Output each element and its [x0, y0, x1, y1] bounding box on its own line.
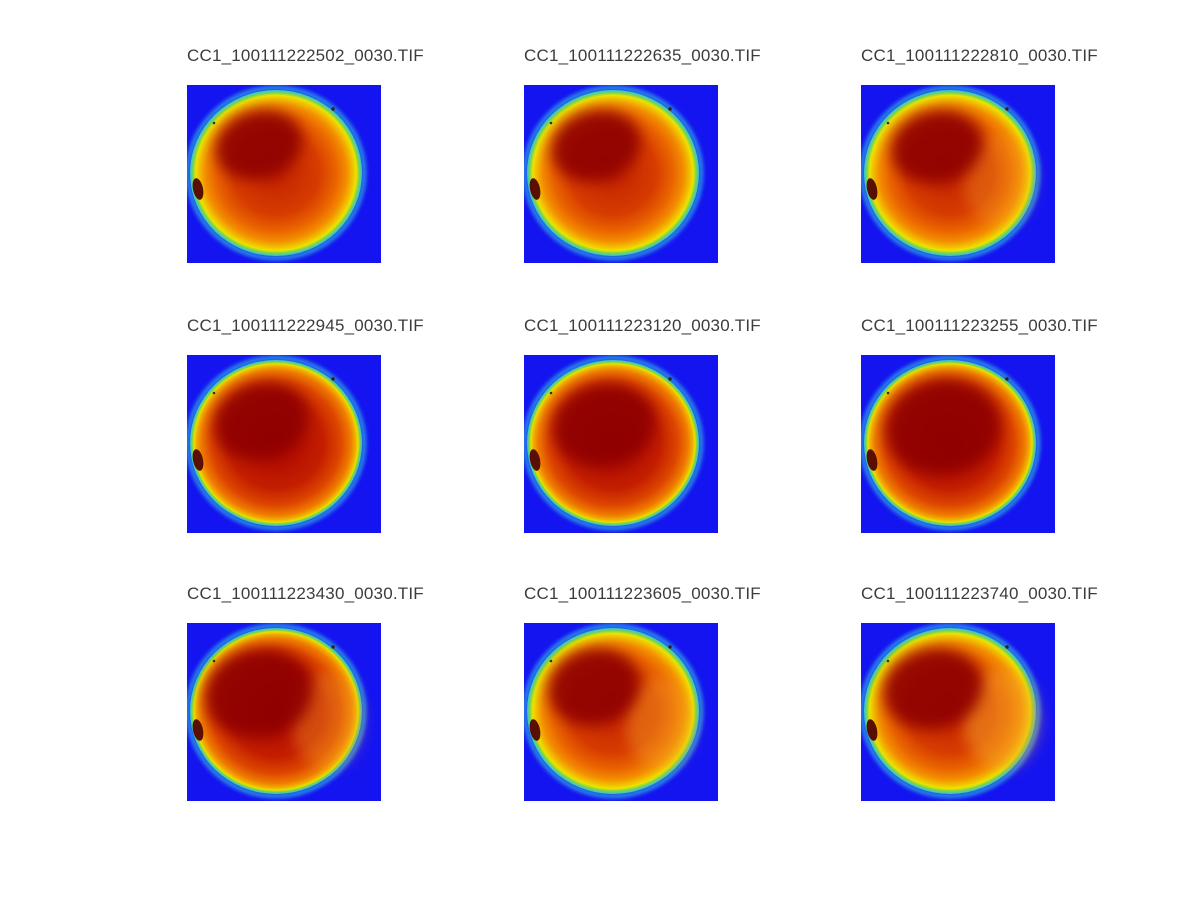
panel-9-title: CC1_100111223740_0030.TIF	[861, 584, 1098, 603]
panel-5: CC1_100111223120_0030.TIF	[523, 316, 761, 533]
panel-7-title: CC1_100111223430_0030.TIF	[187, 584, 424, 603]
panel-2: CC1_100111222635_0030.TIF	[523, 46, 761, 263]
panel-4-thermal-image	[186, 355, 381, 533]
panel-4-title: CC1_100111222945_0030.TIF	[187, 316, 424, 335]
panel-6: CC1_100111223255_0030.TIF	[860, 316, 1098, 533]
panel-7-thermal-image	[186, 623, 381, 801]
panel-8: CC1_100111223605_0030.TIF	[523, 584, 761, 801]
panel-9-thermal-image	[860, 623, 1055, 801]
panel-1-thermal-image	[186, 85, 381, 263]
panel-6-title: CC1_100111223255_0030.TIF	[861, 316, 1098, 335]
panel-8-thermal-image	[523, 623, 718, 801]
panel-3: CC1_100111222810_0030.TIF	[860, 46, 1098, 263]
panel-1-title: CC1_100111222502_0030.TIF	[187, 46, 424, 65]
panel-3-title: CC1_100111222810_0030.TIF	[861, 46, 1098, 65]
panel-1: CC1_100111222502_0030.TIF	[186, 46, 424, 263]
panel-2-title: CC1_100111222635_0030.TIF	[524, 46, 761, 65]
panel-8-title: CC1_100111223605_0030.TIF	[524, 584, 761, 603]
panel-5-title: CC1_100111223120_0030.TIF	[524, 316, 761, 335]
panel-2-thermal-image	[523, 85, 718, 263]
panel-5-thermal-image	[523, 355, 718, 533]
panel-3-thermal-image	[860, 85, 1055, 263]
panel-9: CC1_100111223740_0030.TIF	[860, 584, 1098, 801]
panel-4: CC1_100111222945_0030.TIF	[186, 316, 424, 533]
panel-6-thermal-image	[860, 355, 1055, 533]
panel-7: CC1_100111223430_0030.TIF	[186, 584, 424, 801]
